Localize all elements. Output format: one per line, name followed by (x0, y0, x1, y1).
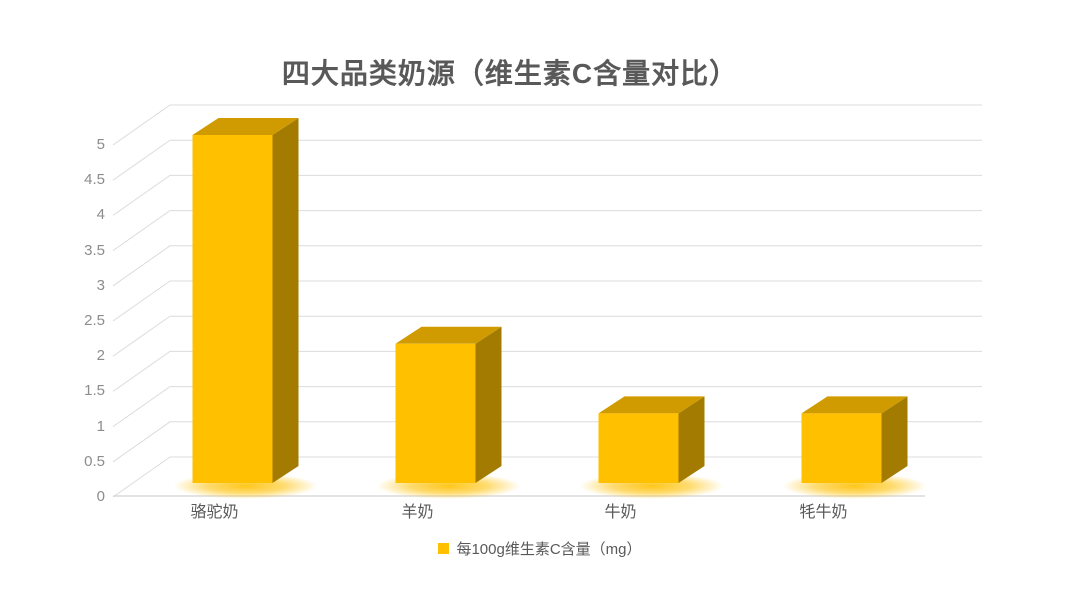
bar-side-face (272, 118, 299, 483)
gridline (112, 139, 982, 181)
chart-title: 四大品类奶源（维生素C含量对比） (281, 58, 739, 89)
y-tick-label: 2 (96, 347, 105, 365)
category-label: 骆驼奶 (190, 504, 239, 521)
gridline (112, 280, 982, 322)
gridline (112, 456, 982, 498)
bar-series (173, 118, 927, 499)
y-tick-label: 1.5 (84, 382, 105, 400)
bar-side-face (881, 396, 908, 483)
gridline (112, 245, 982, 287)
legend-marker-icon (438, 542, 450, 554)
bar-front-face (395, 343, 476, 483)
gridline (112, 174, 982, 216)
bar-top-face (598, 396, 705, 414)
bar-top-face (395, 326, 502, 344)
y-tick-label: 1 (96, 417, 105, 435)
category-label: 牦牛奶 (799, 504, 848, 521)
y-tick-label: 2.5 (84, 312, 105, 329)
legend: 每100g维生素C含量（mg） (0, 537, 1080, 559)
category-label: 羊奶 (401, 504, 434, 521)
gridline (112, 421, 982, 463)
bar-1 (376, 326, 521, 499)
bar-top-face (801, 396, 908, 414)
category-label: 牛奶 (604, 504, 637, 521)
y-tick-label: 4 (96, 206, 105, 224)
gridline (112, 350, 982, 392)
bar-front-face (598, 413, 679, 483)
gridline (112, 386, 982, 428)
bar-front-face (801, 413, 882, 483)
y-tick-label: 3 (96, 276, 105, 294)
bar-front-face (192, 135, 273, 483)
y-tick-label: 4.5 (84, 171, 105, 189)
gridline (112, 315, 982, 357)
bar-side-face (678, 396, 705, 483)
gridlines (112, 104, 982, 498)
bar-top-face (192, 118, 299, 135)
gridline (112, 104, 982, 146)
bar-0 (173, 118, 318, 499)
gridline (112, 210, 982, 252)
bar-side-face (475, 326, 502, 483)
y-tick-label: 0.5 (84, 452, 105, 470)
y-tick-label: 0 (96, 488, 105, 505)
y-tick-label: 5 (96, 136, 105, 153)
bar-2 (579, 396, 724, 499)
legend-label: 每100g维生素C含量（mg） (456, 540, 642, 558)
bar-3 (782, 396, 927, 499)
y-tick-label: 3.5 (84, 241, 105, 259)
